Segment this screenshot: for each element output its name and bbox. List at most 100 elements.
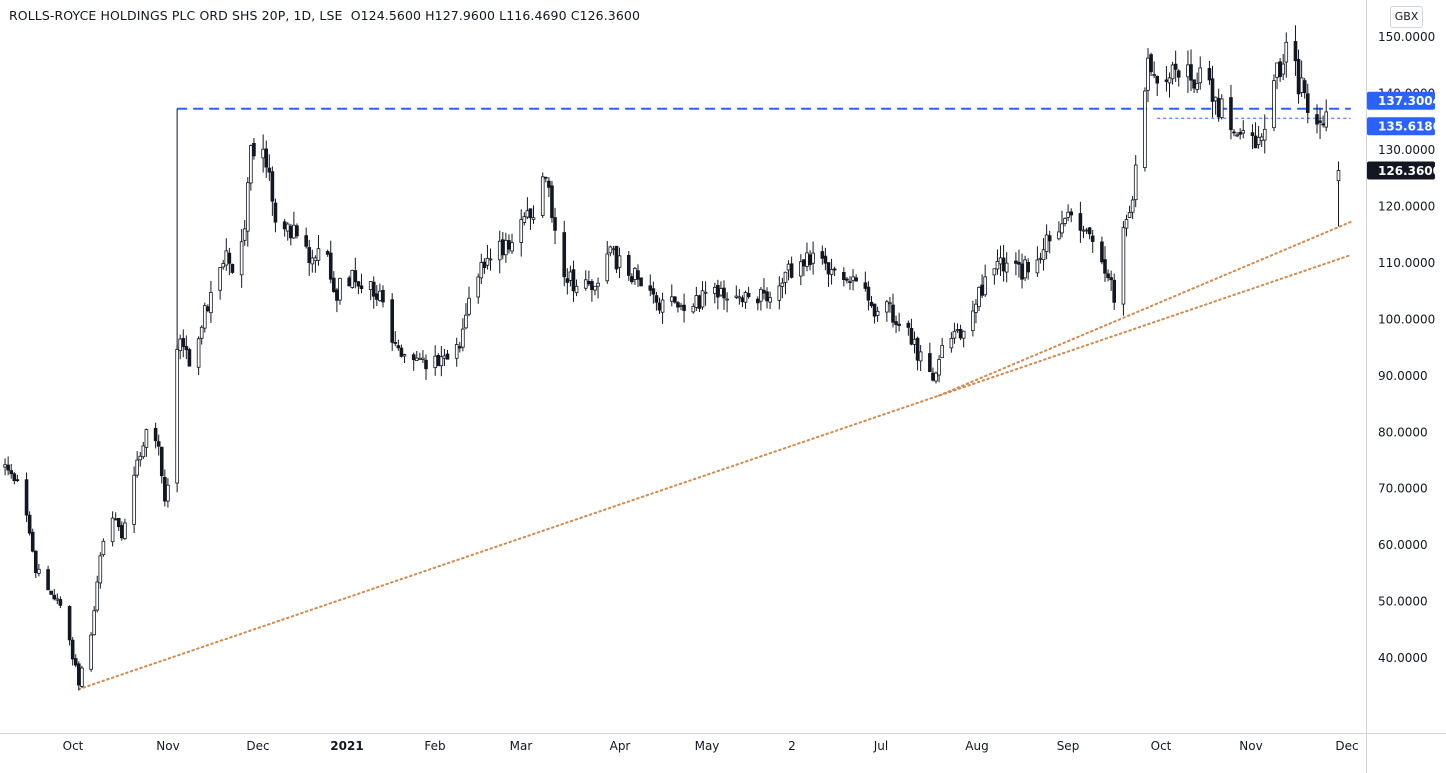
candle [12,472,17,485]
candle-body [848,281,852,283]
candle-body [206,306,210,312]
candle-body [673,296,677,303]
candle-body [1124,219,1129,229]
candle [510,233,514,255]
candle [368,281,373,301]
candle [436,353,441,367]
candle-body [949,338,954,349]
candle-body [371,281,376,297]
candle-body [488,258,493,261]
candle [799,254,803,286]
candle-body [568,271,573,281]
candle [414,350,419,361]
candle [1167,72,1172,98]
candle [719,281,723,297]
candle [1259,133,1264,148]
candle-body [1198,67,1203,84]
candle-body [1017,261,1021,265]
candle [335,287,339,313]
candle-body [528,208,533,219]
candle-body [199,326,204,339]
candle [123,518,127,541]
candle [166,478,170,508]
candle-body [402,354,407,357]
candle-body [1100,241,1104,263]
candle-body [70,639,75,660]
candle-body [378,290,382,301]
candle [553,207,557,245]
candle [1275,62,1279,89]
trendline-2 [938,220,1352,397]
candle [245,177,250,247]
candle [175,344,179,493]
candle-body [593,285,597,291]
candle-body [347,277,351,287]
candle-body [221,263,226,268]
candle-body [159,446,164,477]
candle [325,249,330,257]
candle-body [1090,235,1095,242]
candle-body [952,330,957,339]
candle [918,344,923,372]
candle-body [740,297,745,303]
candle-body [1186,64,1190,78]
candle [528,208,533,230]
candle-body [504,239,508,256]
price-label-bg [1367,117,1435,136]
candle [445,349,450,360]
candle-body [120,524,124,539]
candle [402,353,407,363]
candle-body [110,517,115,543]
candle [1063,217,1067,227]
candle [897,312,901,332]
candle-body [703,291,708,294]
candle [227,247,232,276]
candle-body [553,217,557,231]
candle-body [80,667,84,687]
candle [826,262,831,287]
candle-body [224,250,229,266]
candle-body [245,182,250,232]
candle-body [633,267,637,280]
candle-body [359,285,364,290]
candle [673,296,677,304]
candle [252,137,256,160]
candle-body [928,353,932,373]
candle [1084,227,1089,235]
candle-body [869,301,874,307]
candle-body [587,280,591,285]
trendline-1 [77,254,1352,691]
candle-body [716,284,720,298]
candle [1253,122,1258,149]
candle-body [227,252,232,264]
candle-body [209,292,213,314]
candle [829,258,834,285]
candle [396,339,401,351]
candle [802,259,806,276]
candle-body [1109,277,1113,281]
candle [995,249,1000,275]
candle-body [777,285,782,301]
candle [1152,61,1156,79]
candle-body [239,241,244,276]
candle [519,209,524,257]
time-tick-label: Feb [424,739,445,753]
candle-body [261,148,265,159]
candle [562,220,567,287]
currency-badge[interactable]: GBX [1390,6,1423,28]
candle-body [995,261,1000,270]
candle-body [461,328,465,348]
candle-body [1170,64,1175,80]
candle-body [153,427,158,442]
candle-body [439,356,444,367]
candle-body [55,598,60,601]
candle [184,335,189,360]
candle [974,299,978,324]
candle-body [135,459,139,476]
candle [1238,128,1242,140]
candle-body [98,555,103,584]
candle-body [765,291,769,302]
candle [178,334,182,360]
price-label-text: 135.6186 [1378,120,1441,134]
